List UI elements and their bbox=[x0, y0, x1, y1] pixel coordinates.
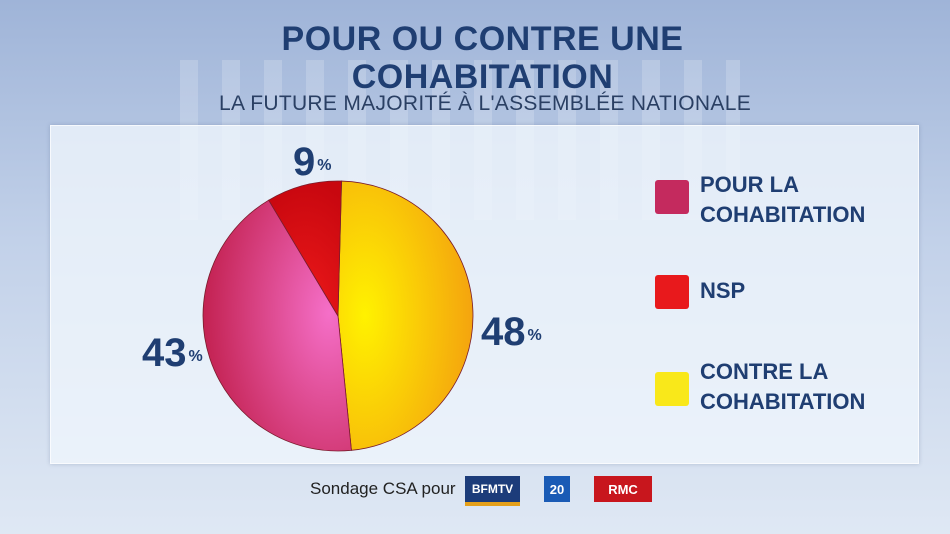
legend-swatch-pour bbox=[655, 180, 689, 214]
chart-panel bbox=[50, 125, 919, 464]
rmc-logo: RMC bbox=[594, 476, 652, 502]
legend-label-nsp: NSP bbox=[700, 278, 746, 303]
data-label-contre: 48% bbox=[481, 310, 542, 354]
pie-slice-contre bbox=[337, 180, 474, 451]
page-subtitle: LA FUTURE MAJORITÉ À L'ASSEMBLÉE NATIONA… bbox=[218, 92, 751, 115]
data-label-pour: 43% bbox=[142, 331, 203, 375]
legend-swatch-contre bbox=[655, 372, 689, 406]
pie-slice-nsp bbox=[268, 180, 342, 318]
footer: Sondage CSA pour BFMTV 20 RMC bbox=[0, 470, 950, 510]
page-title-line1: POUR OU CONTRE UNE bbox=[281, 20, 684, 58]
page-title-line2: COHABITATION bbox=[351, 58, 614, 96]
legend-swatch-nsp bbox=[655, 275, 689, 309]
legend-label-pour: POUR LA COHABITATION bbox=[700, 172, 866, 227]
bfmtv-logo: BFMTV bbox=[465, 476, 520, 506]
source-text: Sondage CSA pour bbox=[310, 479, 456, 498]
pie-slice-pour bbox=[202, 199, 352, 452]
legend-label-contre: CONTRE LA COHABITATION bbox=[700, 359, 866, 414]
20minutes-logo: 20 bbox=[544, 476, 570, 502]
data-label-nsp: 9% bbox=[293, 140, 332, 184]
